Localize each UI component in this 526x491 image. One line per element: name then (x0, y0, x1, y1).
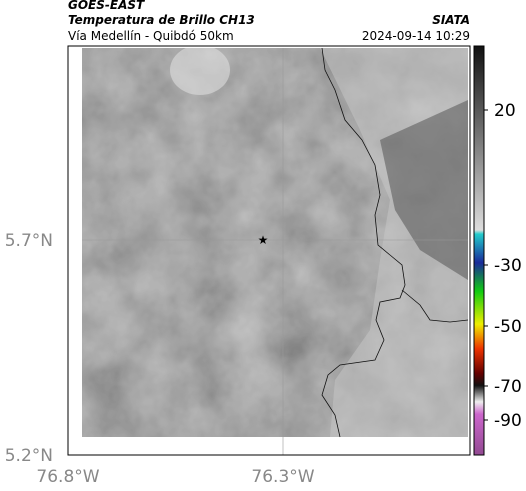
lon-label: 76.8°W (36, 467, 99, 487)
boundary (321, 47, 406, 438)
lat-label: 5.7°N (5, 231, 53, 251)
datetime: 2024-09-14 10:29 (362, 29, 470, 43)
cb-tick-label: -50 (494, 317, 522, 337)
imagery (82, 48, 468, 437)
cb-tick-label: -30 (494, 256, 522, 276)
title: Temperatura de Brillo CH13 (68, 13, 255, 27)
map-frame (67, 45, 471, 456)
colorbar-ticks: 20 -30 -50 -70 -90 (484, 101, 522, 431)
lon-label: 76.3°W (251, 467, 314, 487)
cloud-patch (170, 48, 230, 95)
cb-tick-label: -70 (494, 377, 522, 397)
lat-label: 5.2°N (5, 446, 53, 466)
city-marker: ★ (258, 233, 269, 247)
boundary (401, 289, 469, 323)
colorbar (473, 45, 485, 456)
cb-tick-label: -90 (494, 411, 522, 431)
warm-area (380, 100, 468, 280)
subtitle: Vía Medellín - Quibdó 50km (68, 29, 234, 43)
cb-tick-label: 20 (494, 101, 516, 121)
agency: SIATA (432, 13, 470, 27)
source: GOES-EAST (68, 0, 145, 12)
